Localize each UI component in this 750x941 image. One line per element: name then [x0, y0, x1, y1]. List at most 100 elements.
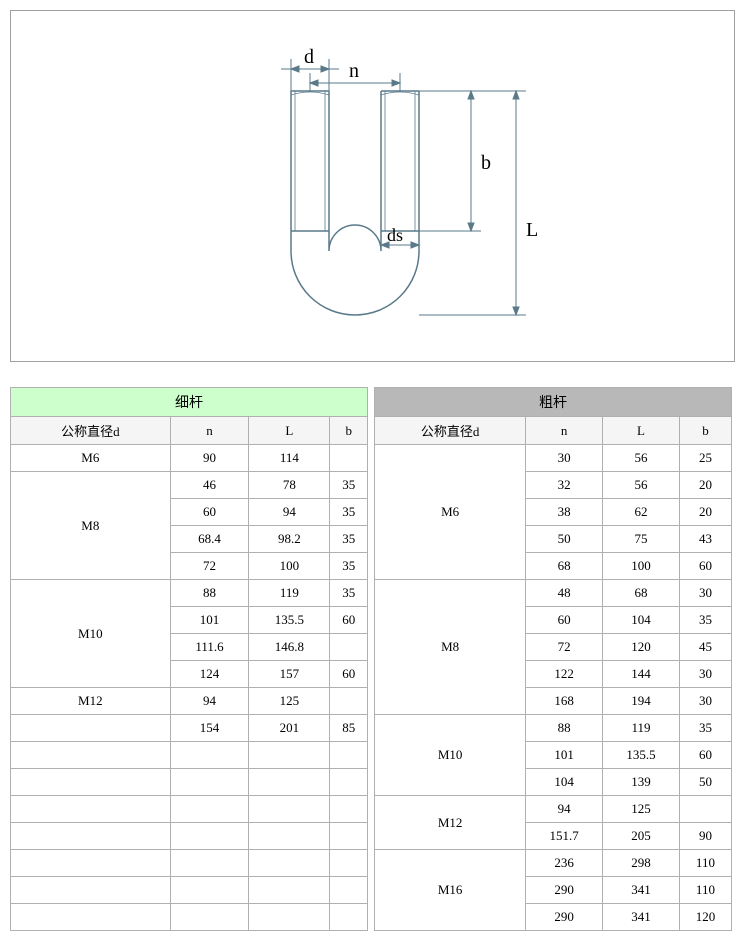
cell: 35 [330, 499, 368, 526]
tables-container: 细杆 公称直径d n L b M690114M846783560943568.4… [10, 387, 735, 931]
cell: 120 [679, 904, 731, 931]
cell: 88 [170, 580, 249, 607]
cell: 35 [330, 553, 368, 580]
cell: 90 [170, 445, 249, 472]
cell-d: M6 [11, 445, 171, 472]
cell: 122 [526, 661, 603, 688]
table-row: M8467835 [11, 472, 368, 499]
cell: 146.8 [249, 634, 330, 661]
table-row: M8486830 [375, 580, 732, 607]
cell: 45 [679, 634, 731, 661]
cell: 194 [603, 688, 680, 715]
cell-blank [330, 796, 368, 823]
cell: 72 [526, 634, 603, 661]
cell: 85 [330, 715, 368, 742]
cell-blank [11, 850, 171, 877]
diagram-container: d n ds b L [10, 10, 735, 362]
cell: 35 [679, 715, 731, 742]
thin-header-row: 公称直径d n L b [11, 417, 368, 445]
cell: 75 [603, 526, 680, 553]
cell-blank [330, 769, 368, 796]
cell: 30 [679, 661, 731, 688]
cell: 94 [249, 499, 330, 526]
col-L: L [603, 417, 680, 445]
cell: 111.6 [170, 634, 249, 661]
cell: 60 [526, 607, 603, 634]
cell-blank [170, 742, 249, 769]
cell-d: M10 [11, 580, 171, 688]
table-row-blank [11, 769, 368, 796]
cell: 100 [603, 553, 680, 580]
cell-blank [170, 877, 249, 904]
table-row: M6305625 [375, 445, 732, 472]
cell: 68 [603, 580, 680, 607]
cell: 144 [603, 661, 680, 688]
cell: 110 [679, 850, 731, 877]
cell [679, 796, 731, 823]
cell: 125 [603, 796, 680, 823]
cell: 119 [603, 715, 680, 742]
cell: 110 [679, 877, 731, 904]
cell-d: M8 [11, 472, 171, 580]
cell: 139 [603, 769, 680, 796]
thick-title: 粗杆 [375, 388, 732, 417]
cell: 114 [249, 445, 330, 472]
cell: 25 [679, 445, 731, 472]
cell [330, 445, 368, 472]
cell-blank [249, 877, 330, 904]
thick-header-row: 公称直径d n L b [375, 417, 732, 445]
col-n: n [526, 417, 603, 445]
thin-shank-table: 细杆 公称直径d n L b M690114M846783560943568.4… [10, 387, 368, 931]
cell: 20 [679, 472, 731, 499]
cell-blank [249, 769, 330, 796]
cell: 50 [526, 526, 603, 553]
cell: 90 [679, 823, 731, 850]
thin-title: 细杆 [11, 388, 368, 417]
label-n: n [349, 60, 359, 82]
cell: 60 [170, 499, 249, 526]
cell: 290 [526, 904, 603, 931]
cell: 151.7 [526, 823, 603, 850]
cell: 62 [603, 499, 680, 526]
cell: 30 [679, 688, 731, 715]
cell: 101 [170, 607, 249, 634]
cell: 68.4 [170, 526, 249, 553]
cell-blank [330, 877, 368, 904]
cell-blank [11, 877, 171, 904]
table-row: M1294125 [375, 796, 732, 823]
cell-blank [170, 823, 249, 850]
cell: 341 [603, 877, 680, 904]
cell: 30 [679, 580, 731, 607]
cell: 120 [603, 634, 680, 661]
cell-blank [170, 904, 249, 931]
cell: 35 [679, 607, 731, 634]
cell: 32 [526, 472, 603, 499]
cell: 341 [603, 904, 680, 931]
table-row: M1294125 [11, 688, 368, 715]
cell: 98.2 [249, 526, 330, 553]
cell-blank [11, 796, 171, 823]
col-n: n [170, 417, 249, 445]
cell: 157 [249, 661, 330, 688]
label-ds: ds [387, 225, 403, 245]
table-row-blank [11, 877, 368, 904]
cell-blank [170, 769, 249, 796]
cell: 20 [679, 499, 731, 526]
cell-blank [249, 850, 330, 877]
ubolt-diagram: d n ds b L [11, 11, 734, 361]
cell: 236 [526, 850, 603, 877]
cell-blank [11, 742, 171, 769]
cell [330, 688, 368, 715]
col-d: 公称直径d [11, 417, 171, 445]
table-row-blank [11, 850, 368, 877]
cell: 104 [526, 769, 603, 796]
cell: 43 [679, 526, 731, 553]
cell-d [11, 715, 171, 742]
table-row-blank [11, 904, 368, 931]
cell-blank [330, 742, 368, 769]
cell [330, 634, 368, 661]
cell: 60 [330, 661, 368, 688]
cell: 298 [603, 850, 680, 877]
cell: 124 [170, 661, 249, 688]
cell-blank [330, 823, 368, 850]
